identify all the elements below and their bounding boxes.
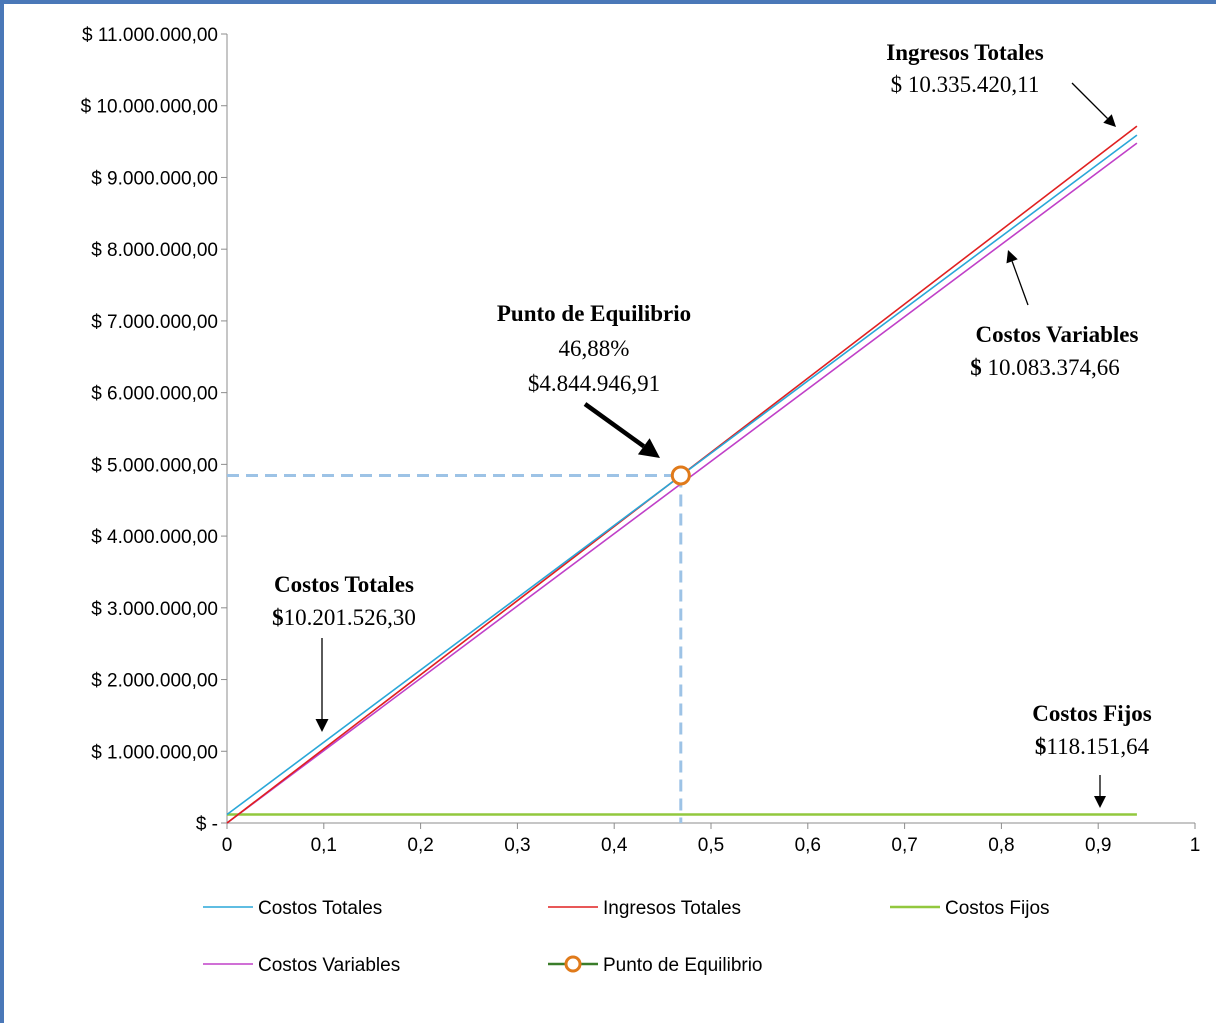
y-tick-label: $ 10.000.000,00 <box>81 97 218 118</box>
arrow-punto-shaft <box>583 402 646 449</box>
legend-item-costos-variables: Costos Variables <box>203 955 400 976</box>
x-tick-label: 0,7 <box>891 835 917 856</box>
x-tick-label: 0 <box>222 835 233 856</box>
annotation-ingresos-title: Ingresos Totales <box>886 40 1043 65</box>
y-tick-label: $ 1.000.000,00 <box>91 742 218 763</box>
x-tick-label: 0,8 <box>988 835 1014 856</box>
guide-lines <box>227 473 683 823</box>
arrow-ingresos-head <box>1103 114 1116 127</box>
x-tick-label: 0,4 <box>601 835 628 856</box>
punto-de-equilibrio-marker <box>670 465 691 486</box>
arrow-totales-head <box>315 719 329 732</box>
y-tick-label: $ 4.000.000,00 <box>91 527 218 548</box>
legend-label: Costos Fijos <box>945 898 1050 919</box>
legend-item-ingresos-totales: Ingresos Totales <box>548 898 741 919</box>
y-tick-label: $ 6.000.000,00 <box>91 384 218 405</box>
y-tick-label: $ - <box>196 814 218 835</box>
x-tick-label: 0,5 <box>698 835 724 856</box>
x-tick-label: 0,6 <box>795 835 821 856</box>
annotation-arrows <box>315 82 1116 808</box>
annotation-fijos-value: $118.151,64 <box>1035 734 1150 759</box>
annotation-fijos-title: Costos Fijos <box>1032 701 1152 726</box>
annotation-totales-value: $10.201.526,30 <box>272 605 416 630</box>
x-tick-label: 0,2 <box>407 835 433 856</box>
arrow-fijos-head <box>1094 796 1106 808</box>
axes: $ - $ 1.000.000,00 $ 2.000.000,00 $ 3.000.0… <box>81 25 1201 856</box>
annotation-punto-value: $4.844.946,91 <box>528 371 660 396</box>
arrow-fijos <box>1094 775 1106 808</box>
legend: Costos Totales Ingresos Totales Costos Fij… <box>203 898 1050 976</box>
y-tick-label: $ 3.000.000,00 <box>91 599 218 620</box>
arrow-punto-head <box>637 438 660 458</box>
annotation-punto-percent: 46,88% <box>559 336 630 361</box>
arrow-punto <box>583 402 660 458</box>
legend-item-costos-fijos: Costos Fijos <box>890 898 1050 919</box>
legend-label: Costos Totales <box>258 898 382 919</box>
x-tick-label: 1 <box>1190 835 1201 856</box>
annotation-ingresos-value: $ 10.335.420,11 <box>891 72 1040 97</box>
annotation-punto-title: Punto de Equilibrio <box>497 301 691 326</box>
legend-item-punto-de-equilibrio: Punto de Equilibrio <box>548 955 763 976</box>
arrow-variables-head <box>1006 250 1018 264</box>
y-tick-label: $ 8.000.000,00 <box>91 240 218 261</box>
arrow-ingresos <box>1071 82 1116 127</box>
x-tick-label: 0,9 <box>1085 835 1111 856</box>
annotation-variables-value: $ 10.083.374,66 <box>970 355 1120 380</box>
annotation-totales-title: Costos Totales <box>274 572 414 597</box>
legend-item-costos-totales: Costos Totales <box>203 898 382 919</box>
y-tick-label: $ 5.000.000,00 <box>91 455 218 476</box>
x-tick-label: 0,3 <box>504 835 530 856</box>
annotation-variables-title: Costos Variables <box>976 322 1139 347</box>
legend-label: Costos Variables <box>258 955 400 976</box>
y-tick-label: $ 2.000.000,00 <box>91 671 218 692</box>
x-tick-label: 0,1 <box>311 835 337 856</box>
arrow-variables-shaft <box>1011 261 1029 306</box>
legend-swatch-marker <box>564 955 582 973</box>
y-tick-label: $ 9.000.000,00 <box>91 168 218 189</box>
series-points <box>670 465 691 486</box>
y-tick-label: $ 11.000.000,00 <box>82 25 218 46</box>
arrow-variables <box>1006 250 1029 306</box>
y-tick-label: $ 7.000.000,00 <box>91 312 218 333</box>
legend-label: Ingresos Totales <box>603 898 741 919</box>
legend-label: Punto de Equilibrio <box>603 955 763 976</box>
annotations: Ingresos Totales $ 10.335.420,11 Costos … <box>272 40 1152 759</box>
arrow-totales <box>315 638 329 732</box>
arrow-ingresos-shaft <box>1071 82 1108 119</box>
